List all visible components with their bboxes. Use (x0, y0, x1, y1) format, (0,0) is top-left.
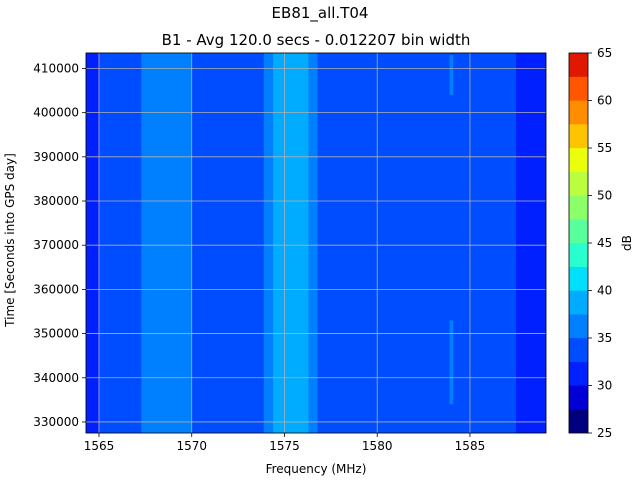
colorbar-swatch (568, 100, 589, 125)
y-axis-label: Time [Seconds into GPS day] (3, 153, 17, 328)
y-tick-label: 400000 (33, 106, 79, 120)
colorbar-tick-label: 30 (597, 379, 612, 393)
x-axis-label: Frequency (MHz) (266, 462, 367, 476)
colorbar-tick-label: 40 (597, 284, 612, 298)
colorbar-swatch (568, 290, 589, 315)
heatmap-band (263, 52, 274, 434)
heatmap-band (516, 52, 547, 434)
colorbar-swatch (568, 195, 589, 220)
y-tick-label: 330000 (33, 415, 79, 429)
colorbar-swatch (568, 266, 589, 291)
colorbar-tick-label: 60 (597, 94, 612, 108)
x-tick-label: 1570 (176, 439, 207, 453)
colorbar-swatch (568, 219, 589, 244)
heatmap-band (308, 52, 319, 434)
axes: 1565 1570 1575 1580 1585 330000 340000 350000 36… (33, 52, 547, 453)
y-tick-label: 380000 (33, 194, 79, 208)
x-tick-label: 1565 (84, 439, 115, 453)
colorbar-swatch (568, 385, 589, 410)
colorbar-swatch (568, 76, 589, 101)
colorbar-tick-label: 65 (597, 46, 612, 60)
colorbar-swatch (568, 52, 589, 77)
y-tick-label: 410000 (33, 61, 79, 75)
colorbar-swatch (568, 409, 589, 434)
heatmap-spur (449, 55, 454, 95)
colorbar-tick-label: 25 (597, 426, 612, 440)
colorbar-swatch (568, 171, 589, 196)
heatmap-spur (449, 320, 454, 405)
heatmap-band (141, 52, 192, 434)
colorbar-swatch (568, 147, 589, 172)
colorbar-tick-label: 45 (597, 236, 612, 250)
colorbar-tick-label: 35 (597, 331, 612, 345)
colorbar-swatch (568, 361, 589, 386)
heatmap-band (98, 52, 142, 434)
x-tick-label: 1580 (362, 439, 393, 453)
y-tick-label: 370000 (33, 238, 79, 252)
y-tick-label: 360000 (33, 282, 79, 296)
heatmap-band (273, 52, 309, 434)
colorbar-tick-label: 55 (597, 141, 612, 155)
heatmap-band (317, 52, 517, 434)
colorbar-label: dB (620, 235, 634, 251)
y-tick-label: 350000 (33, 327, 79, 341)
colorbar-swatch (568, 337, 589, 362)
colorbar-swatch (568, 314, 589, 339)
colorbar-tick-label: 50 (597, 189, 612, 203)
chart-subtitle: B1 - Avg 120.0 secs - 0.012207 bin width (162, 31, 471, 49)
y-tick-label: 390000 (33, 150, 79, 164)
colorbar-swatch (568, 124, 589, 149)
x-tick-label: 1575 (269, 439, 300, 453)
chart-title: EB81_all.T04 (272, 4, 369, 23)
colorbar: 25 30 35 40 45 50 55 60 65 (568, 46, 612, 440)
y-tick-label: 340000 (33, 371, 79, 385)
x-tick-label: 1585 (455, 439, 486, 453)
plot-frame (85, 52, 547, 434)
heatmap-band (85, 52, 100, 434)
heatmap-band (191, 52, 265, 434)
colorbar-swatch (568, 242, 589, 267)
plot-area (85, 52, 547, 434)
